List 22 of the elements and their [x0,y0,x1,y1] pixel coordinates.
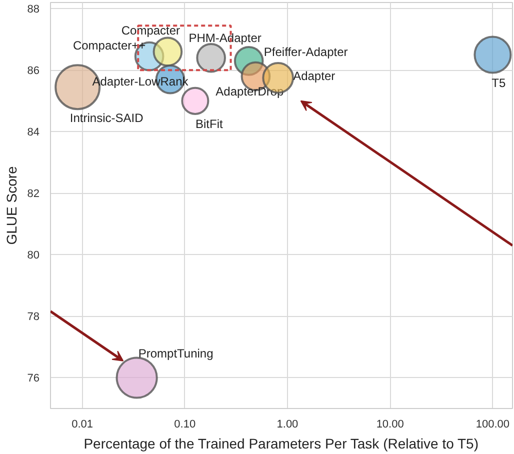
series-label: AdapterDrop [216,84,284,98]
y-tick-label: 80 [27,250,40,262]
y-tick-label: 78 [27,311,40,324]
series-label: Intrinsic-SAID [70,111,144,126]
x-tick-label: 0.01 [72,418,94,430]
x-tick-label: 1.00 [276,418,298,430]
series-label: BitFit [196,116,224,131]
series-label: T5 [492,76,506,90]
x-axis-title: Percentage of the Trained Parameters Per Task (Relative to T5) [84,436,479,452]
x-tick-label: 0.10 [174,418,196,430]
series-label: Compacter [121,24,180,38]
x-tick-label: 100.00 [476,418,510,430]
series-label: Pfeiffer-Adapter [264,44,348,59]
series-label: PromptTuning [138,346,214,361]
x-tick-label: 10.00 [376,418,404,430]
y-tick-label: 76 [27,372,40,385]
y-tick-label: 86 [27,65,40,78]
y-tick-label: 84 [27,126,40,139]
y-tick-label: 82 [27,188,40,200]
y-tick-label: 88 [27,4,40,16]
y-axis-title: GLUE Score [3,166,20,245]
series-label: PHM-Adapter [188,30,262,45]
